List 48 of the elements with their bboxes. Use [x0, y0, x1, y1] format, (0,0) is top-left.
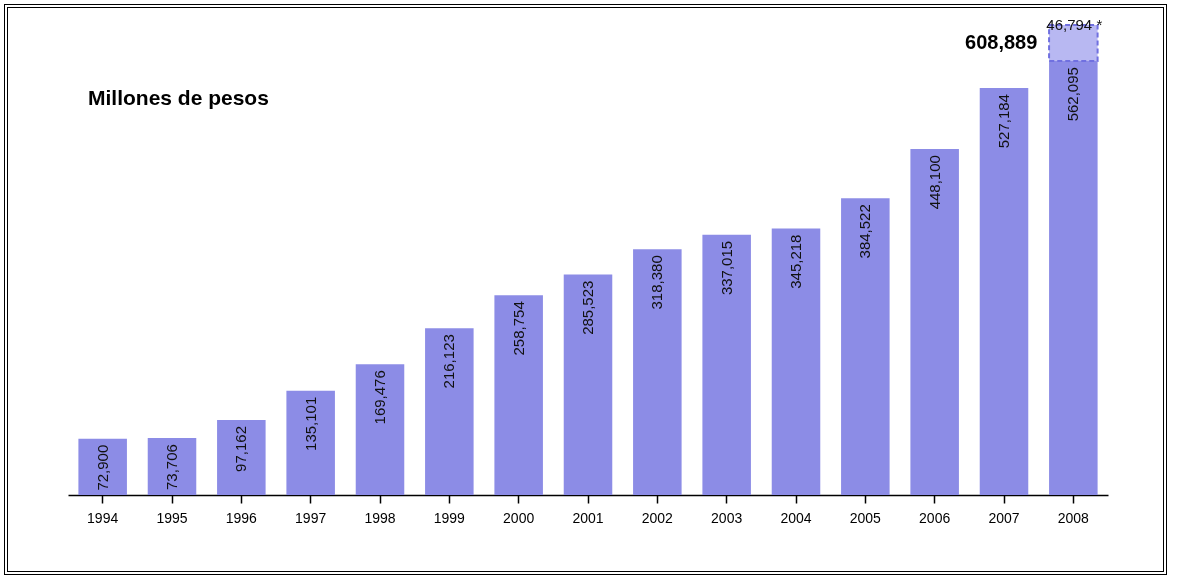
x-tick-label: 2002: [641, 509, 674, 526]
bar: [1049, 61, 1098, 495]
data-label: 384,522: [856, 204, 874, 259]
bar: [563, 274, 613, 495]
data-label: 562,095: [1064, 67, 1082, 122]
data-label: 135,101: [301, 396, 319, 451]
x-tick-label: 2007: [988, 509, 1020, 526]
bar: [841, 198, 890, 495]
data-label: 73,706: [163, 444, 180, 490]
bar: [425, 328, 474, 495]
x-tick-label: 2001: [572, 509, 604, 526]
bar: [633, 249, 682, 495]
total-label: 608,889: [965, 31, 1038, 53]
x-tick-label: 1998: [364, 509, 396, 526]
data-label: 72,900: [93, 444, 111, 491]
data-label: 448,100: [925, 155, 943, 210]
x-tick-label: 1994: [87, 509, 119, 526]
bar: [286, 390, 335, 495]
data-label: 318,380: [648, 255, 666, 310]
bar: [217, 420, 266, 495]
bar: [355, 364, 405, 495]
text: Millones de pesos: [88, 86, 269, 109]
bar: [494, 295, 543, 495]
x-tick-label: 1996: [225, 509, 258, 526]
data-label: 285,523: [579, 280, 596, 335]
x-tick-label: 1995: [156, 509, 188, 526]
x-tick-label: 1999: [433, 509, 466, 526]
x-tick-label: 2008: [1057, 509, 1090, 526]
x-tick-label: 2000: [503, 509, 535, 526]
x-tick-label: 2006: [919, 509, 951, 526]
data-label: 337,015: [717, 240, 735, 296]
data-label: 258,754: [509, 301, 527, 356]
bar: [910, 149, 959, 495]
bar: [979, 88, 1029, 495]
data-label: 527,184: [995, 94, 1012, 149]
data-label: 97,162: [232, 426, 250, 472]
x-tick-label: 1997: [295, 509, 327, 526]
data-label: 46,794 *: [1046, 16, 1103, 33]
x-tick-label: 2003: [711, 509, 743, 526]
bar: [147, 438, 197, 495]
data-label: 169,476: [371, 370, 388, 425]
bar: [771, 228, 821, 495]
data-label: 216,123: [440, 334, 458, 389]
bar: [78, 438, 127, 495]
x-tick-label: 2005: [849, 509, 882, 526]
data-label: 345,218: [787, 234, 804, 289]
x-tick-label: 2004: [780, 509, 812, 526]
bar: [702, 234, 751, 495]
